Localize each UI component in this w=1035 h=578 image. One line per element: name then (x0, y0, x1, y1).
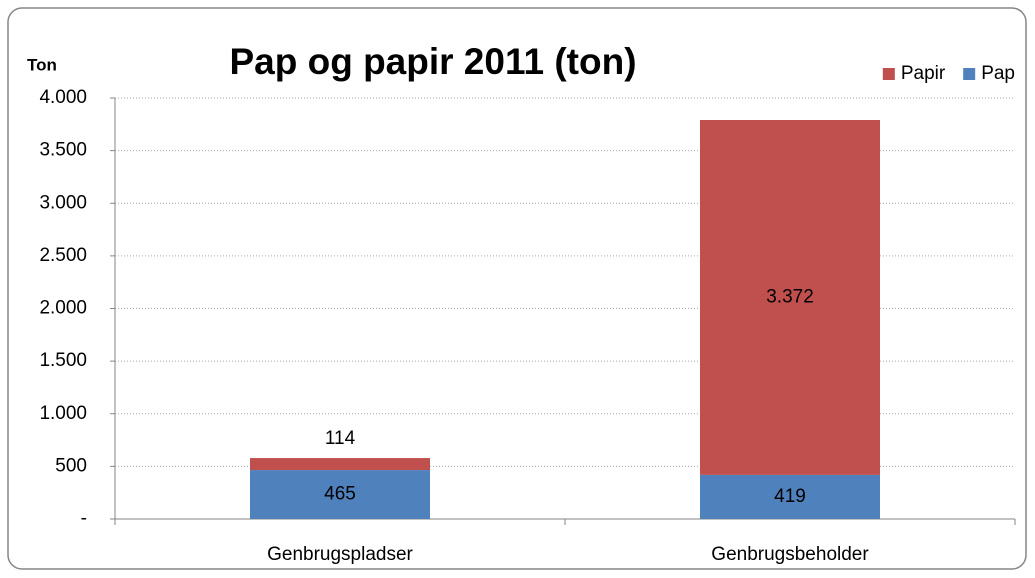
y-tick-label: 3.000 (39, 192, 87, 213)
y-tick-label: 4.000 (39, 87, 87, 108)
y-tick-label: 2.500 (39, 245, 87, 266)
bar-segment (700, 474, 880, 519)
legend-label: Papir (901, 63, 946, 84)
y-axis-label: Ton (27, 55, 57, 74)
bar-segment (250, 458, 430, 471)
legend-swatch (882, 68, 895, 80)
bar-segment (700, 119, 880, 475)
bar-segment (250, 470, 430, 519)
legend-label: Pap (981, 63, 1015, 84)
data-label: 465 (324, 484, 356, 505)
legend-swatch (963, 68, 976, 80)
chart-title: Pap og papir 2011 (ton) (229, 41, 636, 82)
y-tick-label: 1.000 (39, 403, 87, 424)
y-tick-label: 3.500 (39, 140, 87, 161)
y-tick-label: 1.500 (39, 350, 87, 371)
x-tick-label: Genbrugspladser (267, 544, 413, 565)
y-tick-label: - (81, 508, 87, 529)
y-tick-label: 2.000 (39, 298, 87, 319)
x-tick-label: Genbrugsbeholder (711, 544, 869, 565)
data-label: 419 (774, 486, 806, 507)
data-label: 3.372 (766, 286, 814, 307)
data-label: 114 (325, 428, 356, 449)
y-tick-label: 500 (55, 455, 87, 476)
